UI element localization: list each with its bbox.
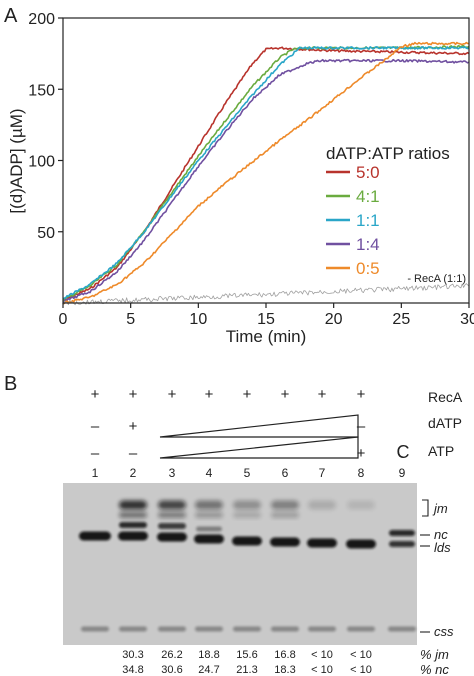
reca-mark: + [281,386,290,403]
lane-number: 2 [130,466,137,480]
panel-a-chart: 0 5 10 15 20 25 30 50 100 150 200 Time (min) [(d)… [7,11,474,346]
reca-mark: + [91,386,100,403]
y-ticks: 50 100 150 200 [28,11,63,242]
lane-number: 4 [206,466,213,480]
no-reca-label: - RecA (1:1) [407,273,466,285]
y-tick-label: 200 [28,11,55,28]
pct-nc-value: < 10 [350,664,372,676]
pct-jm-value: 18.8 [198,649,219,661]
pct-nc-row: 34.8 30.6 24.7 21.3 18.3 < 10 < 10 [122,664,372,676]
lane-number: 5 [244,466,251,480]
reca-mark: + [318,386,327,403]
atp-mark: – [129,445,138,462]
reca-mark: + [205,386,214,403]
y-tick-label: 150 [28,82,55,99]
row-label-atp: ATP [428,443,454,459]
y-tick-label: 100 [28,154,55,171]
x-tick-label: 25 [392,311,410,328]
series-line [62,58,470,304]
legend-entry: 4:1 [356,187,380,206]
pct-jm-value: 30.3 [122,649,143,661]
pct-nc-value: 24.7 [198,664,219,676]
lane-number: 1 [92,466,99,480]
reca-row: + + + + + + + + [91,386,366,403]
x-axis-label: Time (min) [226,327,307,346]
x-tick-label: 5 [126,311,135,328]
gel-image [63,483,417,645]
jm-bracket [422,499,429,517]
nc-label: nc [434,527,448,542]
datp-gradient-triangle [159,414,359,438]
series-line [62,46,470,301]
pct-jm-value: < 10 [350,649,372,661]
legend-entry: 0:5 [356,259,380,278]
atp-mark: – [91,445,100,462]
datp-row: – + – [91,418,366,435]
css-label: css [434,624,454,639]
pct-nc-value: 21.3 [236,664,257,676]
pct-nc-value: 34.8 [122,664,143,676]
pct-jm-row: 30.3 26.2 18.8 15.6 16.8 < 10 < 10 [122,649,372,661]
series-layer [62,41,470,306]
pct-jm-value: 16.8 [274,649,295,661]
y-axis-label: [(d)ADP] (µM) [7,108,26,213]
lds-label: lds [434,540,451,555]
pct-nc-value: 18.3 [274,664,295,676]
reca-mark: + [129,386,138,403]
legend: 5:0 4:1 1:1 1:4 0:5 [326,163,380,278]
datp-mark: – [357,418,366,435]
x-tick-label: 15 [257,311,275,328]
y-tick-label: 50 [37,225,55,242]
control-letter: C [397,442,410,462]
lane-number: 9 [399,466,406,480]
lane-number: 6 [282,466,289,480]
atp-mark: + [357,445,366,462]
panel-b-letter: B [4,373,17,395]
panel-a-letter: A [4,5,18,27]
jm-label: jm [432,501,448,516]
pct-jm-value: 15.6 [236,649,257,661]
pct-jm-value: < 10 [311,649,333,661]
legend-entry: 5:0 [356,163,380,182]
x-tick-label: 20 [325,311,343,328]
reca-mark: + [243,386,252,403]
row-label-reca: RecA [428,389,463,405]
x-tick-label: 0 [59,311,68,328]
lane-numbers: 1 2 3 4 5 6 7 8 9 [92,466,406,480]
row-label-datp: dATP [428,415,462,431]
atp-gradient-triangle [159,436,359,459]
series-line [62,45,470,300]
pct-nc-value: 30.6 [161,664,182,676]
x-tick-label: 30 [460,311,474,328]
legend-entry: 1:1 [356,211,380,230]
series-line [62,41,470,305]
lane-number: 3 [169,466,176,480]
legend-entry: 1:4 [356,235,380,254]
x-ticks: 0 5 10 15 20 25 30 [59,303,474,328]
atp-row: – – + [91,445,366,462]
series-line [62,283,470,306]
pct-jm-label: % jm [420,647,449,662]
x-tick-label: 10 [189,311,207,328]
pct-jm-value: 26.2 [161,649,182,661]
pct-nc-value: < 10 [311,664,333,676]
legend-title: dATP:ATP ratios [326,144,450,163]
pct-nc-label: % nc [420,662,449,676]
datp-mark: – [91,418,100,435]
datp-mark: + [129,418,138,435]
reca-mark: + [168,386,177,403]
reca-mark: + [357,386,366,403]
lane-number: 8 [358,466,365,480]
lane-number: 7 [319,466,326,480]
